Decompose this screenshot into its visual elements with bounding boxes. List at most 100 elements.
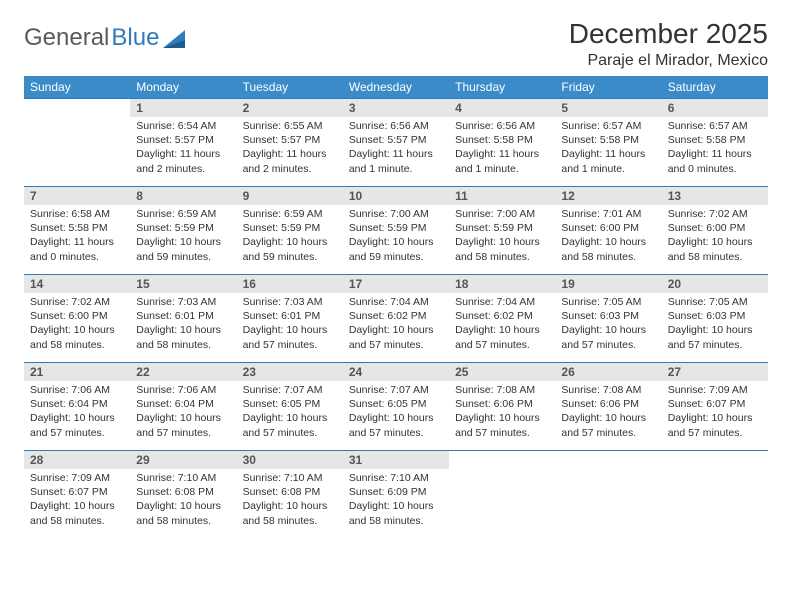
calendar-week-row: 28Sunrise: 7:09 AMSunset: 6:07 PMDayligh… [24,451,768,539]
day-number: 26 [555,363,661,381]
day-number: 23 [237,363,343,381]
calendar-day-cell: 6Sunrise: 6:57 AMSunset: 5:58 PMDaylight… [662,99,768,187]
day-details: Sunrise: 7:04 AMSunset: 6:02 PMDaylight:… [449,293,555,356]
calendar-day-cell: 27Sunrise: 7:09 AMSunset: 6:07 PMDayligh… [662,363,768,451]
day-number: 28 [24,451,130,469]
calendar-week-row: 1Sunrise: 6:54 AMSunset: 5:57 PMDaylight… [24,99,768,187]
day-number: 9 [237,187,343,205]
day-details: Sunrise: 7:08 AMSunset: 6:06 PMDaylight:… [449,381,555,444]
weekday-header: Thursday [449,76,555,99]
calendar-day-cell: 15Sunrise: 7:03 AMSunset: 6:01 PMDayligh… [130,275,236,363]
day-number: 1 [130,99,236,117]
calendar-day-cell [449,451,555,539]
day-number: 16 [237,275,343,293]
day-number: 27 [662,363,768,381]
day-details: Sunrise: 7:08 AMSunset: 6:06 PMDaylight:… [555,381,661,444]
day-number: 13 [662,187,768,205]
day-number: 20 [662,275,768,293]
day-number: 11 [449,187,555,205]
day-number: 19 [555,275,661,293]
weekday-header: Monday [130,76,236,99]
day-details: Sunrise: 6:56 AMSunset: 5:57 PMDaylight:… [343,117,449,180]
day-details: Sunrise: 7:05 AMSunset: 6:03 PMDaylight:… [555,293,661,356]
calendar-day-cell: 29Sunrise: 7:10 AMSunset: 6:08 PMDayligh… [130,451,236,539]
day-details: Sunrise: 6:58 AMSunset: 5:58 PMDaylight:… [24,205,130,268]
calendar-day-cell [662,451,768,539]
calendar-day-cell [24,99,130,187]
logo-triangle-icon [163,28,189,48]
calendar-day-cell: 11Sunrise: 7:00 AMSunset: 5:59 PMDayligh… [449,187,555,275]
weekday-header-row: SundayMondayTuesdayWednesdayThursdayFrid… [24,76,768,99]
calendar-day-cell: 24Sunrise: 7:07 AMSunset: 6:05 PMDayligh… [343,363,449,451]
day-number: 30 [237,451,343,469]
calendar-day-cell: 14Sunrise: 7:02 AMSunset: 6:00 PMDayligh… [24,275,130,363]
day-details: Sunrise: 6:59 AMSunset: 5:59 PMDaylight:… [237,205,343,268]
weekday-header: Saturday [662,76,768,99]
weekday-header: Friday [555,76,661,99]
location-label: Paraje el Mirador, Mexico [569,52,768,70]
calendar-day-cell: 31Sunrise: 7:10 AMSunset: 6:09 PMDayligh… [343,451,449,539]
calendar-day-cell: 17Sunrise: 7:04 AMSunset: 6:02 PMDayligh… [343,275,449,363]
logo: GeneralBlue [24,18,189,52]
calendar-day-cell: 18Sunrise: 7:04 AMSunset: 6:02 PMDayligh… [449,275,555,363]
day-details: Sunrise: 7:04 AMSunset: 6:02 PMDaylight:… [343,293,449,356]
logo-text-blue: Blue [111,24,159,52]
day-number: 25 [449,363,555,381]
day-details: Sunrise: 6:57 AMSunset: 5:58 PMDaylight:… [662,117,768,180]
day-number: 15 [130,275,236,293]
day-details: Sunrise: 7:06 AMSunset: 6:04 PMDaylight:… [24,381,130,444]
day-details: Sunrise: 7:05 AMSunset: 6:03 PMDaylight:… [662,293,768,356]
day-details: Sunrise: 7:02 AMSunset: 6:00 PMDaylight:… [662,205,768,268]
calendar-day-cell: 13Sunrise: 7:02 AMSunset: 6:00 PMDayligh… [662,187,768,275]
day-number: 8 [130,187,236,205]
day-number: 14 [24,275,130,293]
day-number: 5 [555,99,661,117]
day-number: 2 [237,99,343,117]
day-number: 18 [449,275,555,293]
day-number: 7 [24,187,130,205]
calendar-day-cell: 3Sunrise: 6:56 AMSunset: 5:57 PMDaylight… [343,99,449,187]
day-details: Sunrise: 7:03 AMSunset: 6:01 PMDaylight:… [130,293,236,356]
calendar-day-cell: 4Sunrise: 6:56 AMSunset: 5:58 PMDaylight… [449,99,555,187]
calendar-day-cell: 30Sunrise: 7:10 AMSunset: 6:08 PMDayligh… [237,451,343,539]
calendar-day-cell: 28Sunrise: 7:09 AMSunset: 6:07 PMDayligh… [24,451,130,539]
calendar-day-cell: 12Sunrise: 7:01 AMSunset: 6:00 PMDayligh… [555,187,661,275]
day-number: 21 [24,363,130,381]
logo-text-general: General [24,24,109,52]
calendar-table: SundayMondayTuesdayWednesdayThursdayFrid… [24,76,768,539]
day-details: Sunrise: 7:07 AMSunset: 6:05 PMDaylight:… [343,381,449,444]
calendar-week-row: 14Sunrise: 7:02 AMSunset: 6:00 PMDayligh… [24,275,768,363]
weekday-header: Wednesday [343,76,449,99]
weekday-header: Sunday [24,76,130,99]
day-number: 29 [130,451,236,469]
calendar-day-cell: 10Sunrise: 7:00 AMSunset: 5:59 PMDayligh… [343,187,449,275]
day-details: Sunrise: 7:00 AMSunset: 5:59 PMDaylight:… [343,205,449,268]
day-number: 3 [343,99,449,117]
day-number: 12 [555,187,661,205]
calendar-day-cell: 5Sunrise: 6:57 AMSunset: 5:58 PMDaylight… [555,99,661,187]
day-details: Sunrise: 7:01 AMSunset: 6:00 PMDaylight:… [555,205,661,268]
calendar-week-row: 21Sunrise: 7:06 AMSunset: 6:04 PMDayligh… [24,363,768,451]
calendar-day-cell: 22Sunrise: 7:06 AMSunset: 6:04 PMDayligh… [130,363,236,451]
day-details: Sunrise: 7:07 AMSunset: 6:05 PMDaylight:… [237,381,343,444]
day-details: Sunrise: 7:10 AMSunset: 6:09 PMDaylight:… [343,469,449,532]
calendar-day-cell: 26Sunrise: 7:08 AMSunset: 6:06 PMDayligh… [555,363,661,451]
day-details: Sunrise: 6:56 AMSunset: 5:58 PMDaylight:… [449,117,555,180]
calendar-day-cell: 8Sunrise: 6:59 AMSunset: 5:59 PMDaylight… [130,187,236,275]
day-details: Sunrise: 6:57 AMSunset: 5:58 PMDaylight:… [555,117,661,180]
day-number: 4 [449,99,555,117]
day-details: Sunrise: 7:06 AMSunset: 6:04 PMDaylight:… [130,381,236,444]
calendar-day-cell: 25Sunrise: 7:08 AMSunset: 6:06 PMDayligh… [449,363,555,451]
day-details: Sunrise: 7:03 AMSunset: 6:01 PMDaylight:… [237,293,343,356]
month-title: December 2025 [569,18,768,50]
calendar-day-cell: 1Sunrise: 6:54 AMSunset: 5:57 PMDaylight… [130,99,236,187]
day-details: Sunrise: 7:02 AMSunset: 6:00 PMDaylight:… [24,293,130,356]
day-details: Sunrise: 7:00 AMSunset: 5:59 PMDaylight:… [449,205,555,268]
calendar-day-cell: 9Sunrise: 6:59 AMSunset: 5:59 PMDaylight… [237,187,343,275]
day-details: Sunrise: 7:10 AMSunset: 6:08 PMDaylight:… [237,469,343,532]
calendar-week-row: 7Sunrise: 6:58 AMSunset: 5:58 PMDaylight… [24,187,768,275]
calendar-day-cell: 21Sunrise: 7:06 AMSunset: 6:04 PMDayligh… [24,363,130,451]
calendar-day-cell [555,451,661,539]
calendar-day-cell: 19Sunrise: 7:05 AMSunset: 6:03 PMDayligh… [555,275,661,363]
weekday-header: Tuesday [237,76,343,99]
